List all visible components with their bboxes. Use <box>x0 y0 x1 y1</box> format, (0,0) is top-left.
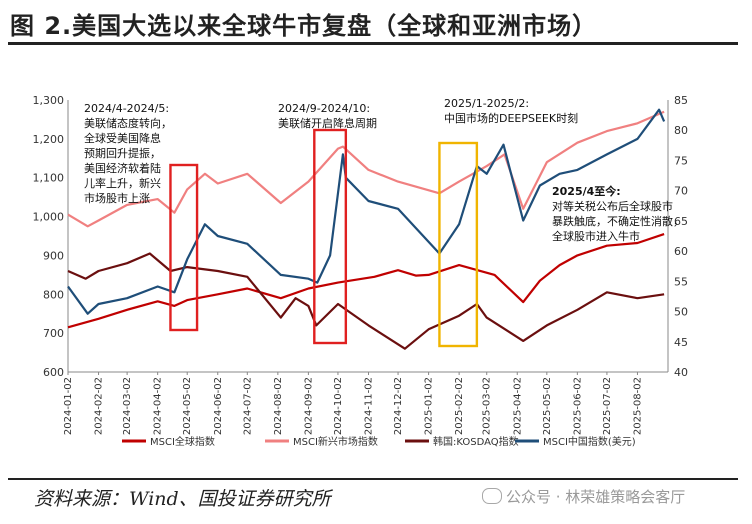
y-left-tick-label: 1,100 <box>33 172 65 185</box>
x-tick-label: 2025-05-02 <box>542 377 553 435</box>
highlight-box-2 <box>438 141 479 348</box>
annotation-line: 全球受美国降息 <box>84 131 161 145</box>
x-tick-label: 2025-02-02 <box>454 377 465 435</box>
legend-label: MSCI全球指数 <box>150 435 215 448</box>
y-right-tick-label: 65 <box>674 215 688 228</box>
chart: 600 700 800 900 1,000 1,100 1,200 1,300 40 45 50 55… <box>33 94 689 448</box>
series-line-1 <box>67 110 665 228</box>
x-tick-label: 2024-05-02 <box>182 377 193 435</box>
watermark-text: 公众号 · 林荣雄策略会客厅 <box>506 488 686 506</box>
y-left-tick-label: 700 <box>43 327 64 340</box>
annotation-line: 全球股市进入牛市 <box>552 229 640 243</box>
annotation-label: 2025/4至今: <box>552 184 621 198</box>
source-divider <box>8 478 738 480</box>
watermark: 公众号 · 林荣雄策略会客厅 <box>482 486 685 507</box>
wechat-icon <box>482 488 502 504</box>
highlight-box-1 <box>313 128 348 345</box>
annotation-line: 对等关税公布后全球股市 <box>552 199 673 213</box>
annotation-line: 儿率上升，新兴 <box>84 176 161 190</box>
annotation-line: 市场股市上涨 <box>84 191 150 205</box>
annotation-line: 美联储开启降息周期 <box>278 116 377 130</box>
x-tick-label: 2025-03-02 <box>482 377 493 435</box>
y-right-tick-label: 40 <box>674 366 688 379</box>
x-tick-label: 2024-06-02 <box>213 377 224 435</box>
annotation-line: 美联储态度转向， <box>84 116 172 130</box>
x-tick-label: 2025-04-02 <box>512 377 523 435</box>
highlight-box-0 <box>169 163 199 332</box>
y-right-tick-label: 70 <box>674 185 688 198</box>
title-divider <box>8 42 738 45</box>
y-right-tick-label: 80 <box>674 124 688 137</box>
y-left-tick-label: 1,200 <box>33 133 65 146</box>
series-line-0 <box>67 233 665 329</box>
x-tick-label: 2024-11-02 <box>363 377 374 435</box>
x-tick-label: 2024-07-02 <box>242 377 253 435</box>
x-tick-label: 2024-04-02 <box>153 377 164 435</box>
x-tick-label: 2024-10-02 <box>333 377 344 435</box>
annotation-line: 中国市场的DEEPSEEK时刻 <box>444 111 578 125</box>
y-left-tick-label: 900 <box>43 249 64 262</box>
legend-label: MSCI新兴市场指数 <box>293 435 378 448</box>
annotation-label: 2024/4-2024/5: <box>84 102 169 115</box>
x-tick-label: 2025-01-02 <box>424 377 435 435</box>
y-right-tick-label: 45 <box>674 336 688 349</box>
x-tick-label: 2024-09-02 <box>303 377 314 435</box>
legend-label: 韩国:KOSDAQ指数 <box>433 435 519 448</box>
y-right-tick-label: 50 <box>674 306 688 319</box>
y-left-tick-label: 800 <box>43 288 64 301</box>
annotation-label: 2025/1-2025/2: <box>444 97 529 110</box>
x-tick-label: 2025-06-02 <box>572 377 583 435</box>
series-line-2 <box>67 252 665 350</box>
y-left-tick-label: 1,000 <box>33 211 65 224</box>
annotation-line: 预期回升提振， <box>84 146 161 160</box>
x-tick-label: 2025-08-02 <box>632 377 643 435</box>
x-tick-label: 2024-02-02 <box>94 377 105 435</box>
y-left-tick-label: 1,300 <box>33 94 65 107</box>
source-note: 资料来源：Wind、国投证券研究所 <box>34 488 331 510</box>
y-right-tick-label: 60 <box>674 245 688 258</box>
x-tick-label: 2024-12-02 <box>393 377 404 435</box>
annotation-label: 2024/9-2024/10: <box>278 102 370 115</box>
x-tick-label: 2024-03-02 <box>122 377 133 435</box>
y-left-tick-label: 600 <box>43 366 64 379</box>
annotation-line: 美国经济软着陆 <box>84 161 161 175</box>
y-right-tick-label: 55 <box>674 275 688 288</box>
legend-label: MSCI中国指数(美元) <box>543 435 636 448</box>
y-right-tick-label: 85 <box>674 94 688 107</box>
figure-title: 图 2.美国大选以来全球牛市复盘（全球和亚洲市场） <box>10 12 598 40</box>
x-tick-label: 2024-01-02 <box>63 377 74 435</box>
x-tick-label: 2024-08-02 <box>273 377 284 435</box>
annotation-line: 暴跌触底，不确定性消散， <box>552 214 684 228</box>
y-right-tick-label: 75 <box>674 154 688 167</box>
x-tick-label: 2025-07-02 <box>602 377 613 435</box>
